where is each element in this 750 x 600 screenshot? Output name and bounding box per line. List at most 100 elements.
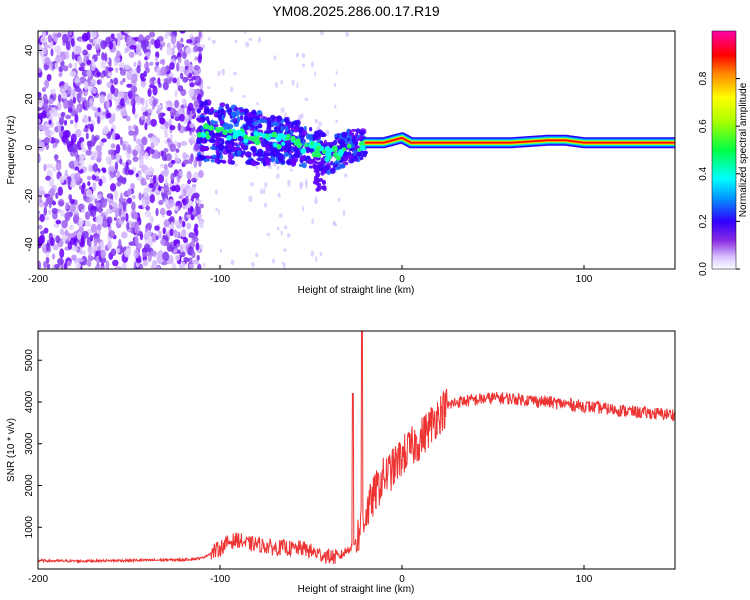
noise-blob <box>58 66 64 73</box>
noise-blob <box>173 109 177 115</box>
ridge-halo-blob <box>203 102 209 106</box>
noise-blob <box>132 105 136 115</box>
noise-blob <box>45 175 51 181</box>
ridge-halo-blob <box>322 168 327 173</box>
noise-blob <box>124 64 131 70</box>
ridge-halo-blob <box>322 185 327 190</box>
noise-blob <box>191 250 196 259</box>
noise-blob <box>172 77 177 84</box>
noise-blob <box>60 111 66 117</box>
noise-blob <box>194 223 199 230</box>
noise-blob <box>245 41 250 48</box>
ridge-halo-blob <box>301 139 305 147</box>
ridge-halo-blob <box>330 160 334 166</box>
noise-blob <box>113 96 117 102</box>
noise-blob <box>90 223 97 233</box>
noise-blob <box>91 174 97 181</box>
noise-blob <box>164 198 169 206</box>
noise-blob <box>295 52 300 58</box>
noise-blob <box>100 138 107 143</box>
ridge-halo-blob <box>299 155 306 161</box>
noise-blob <box>215 207 219 212</box>
noise-blob <box>130 182 135 191</box>
ridge-halo-blob <box>256 157 263 161</box>
ridge-peak-point <box>359 145 366 151</box>
noise-blob <box>58 72 63 78</box>
noise-blob <box>38 97 44 106</box>
noise-blob <box>97 107 101 113</box>
ridge-halo-blob <box>333 161 338 165</box>
noise-blob <box>188 157 193 165</box>
colorbar-tick-label: 0.6 <box>698 119 709 133</box>
noise-blob <box>45 256 50 265</box>
noise-blob <box>48 177 55 188</box>
ridge-peak-point <box>261 133 267 138</box>
noise-blob <box>110 248 117 257</box>
noise-blob <box>106 216 113 225</box>
noise-blob <box>119 158 123 165</box>
noise-blob <box>38 260 42 269</box>
ridge-halo-blob <box>231 111 237 118</box>
noise-blob <box>68 63 73 69</box>
noise-blob <box>165 100 173 106</box>
noise-blob <box>171 186 176 192</box>
noise-blob <box>174 220 180 226</box>
ridge-peak-point <box>346 143 352 149</box>
noise-blob <box>136 138 143 145</box>
noise-blob <box>121 216 126 222</box>
spectrogram-y-ticks: -40 -20 0 20 40 <box>24 44 42 252</box>
noise-blob <box>78 217 84 227</box>
noise-blob <box>159 125 166 130</box>
noise-blob <box>109 204 113 210</box>
noise-blob <box>181 229 186 238</box>
ridge-halo-blob <box>351 128 357 132</box>
ridge-peak-point <box>335 155 341 161</box>
noise-blob <box>87 253 92 263</box>
noise-blob <box>122 201 127 212</box>
noise-blob <box>180 141 188 147</box>
colorbar-tick-label: 0.0 <box>698 262 709 276</box>
noise-blob <box>43 206 48 216</box>
noise-blob <box>170 159 176 164</box>
ridge-halo-blob <box>212 120 218 125</box>
noise-blob <box>152 139 159 147</box>
noise-blob <box>156 104 163 109</box>
noise-blob <box>90 208 97 218</box>
noise-blob <box>125 115 131 122</box>
noise-blob <box>68 194 73 201</box>
noise-blob <box>163 147 169 153</box>
ridge-halo-blob <box>287 147 291 154</box>
noise-blob <box>44 127 51 137</box>
ridge-halo-blob <box>309 126 313 132</box>
noise-blob <box>154 56 158 61</box>
noise-blob <box>70 133 77 144</box>
noise-blob <box>78 249 83 255</box>
noise-blob <box>320 31 324 36</box>
noise-blob <box>333 82 337 88</box>
ridge-halo-blob <box>292 120 299 125</box>
noise-blob <box>63 262 68 269</box>
noise-blob <box>184 59 190 67</box>
noise-blob <box>147 113 151 119</box>
noise-blob <box>128 130 135 136</box>
noise-blob <box>130 222 136 229</box>
ridge-halo-blob <box>247 140 251 144</box>
noise-blob <box>88 240 92 247</box>
ridge-halo-blob <box>247 118 253 123</box>
noise-blob <box>74 128 82 138</box>
ridge-halo-blob <box>359 130 365 136</box>
ridge-halo-blob <box>197 136 203 144</box>
noise-blob <box>161 58 166 66</box>
noise-blob <box>134 225 140 234</box>
noise-blob <box>182 159 190 165</box>
noise-blob <box>76 230 82 240</box>
noise-blob <box>123 31 131 34</box>
noise-blob <box>127 144 132 154</box>
noise-blob <box>116 247 121 254</box>
noise-blob <box>96 245 102 252</box>
noise-blob <box>199 220 204 229</box>
noise-blob <box>46 73 52 82</box>
ridge-halo-blob <box>214 158 219 164</box>
ridge-peak-point <box>203 123 210 130</box>
ridge-halo-blob <box>233 106 238 111</box>
